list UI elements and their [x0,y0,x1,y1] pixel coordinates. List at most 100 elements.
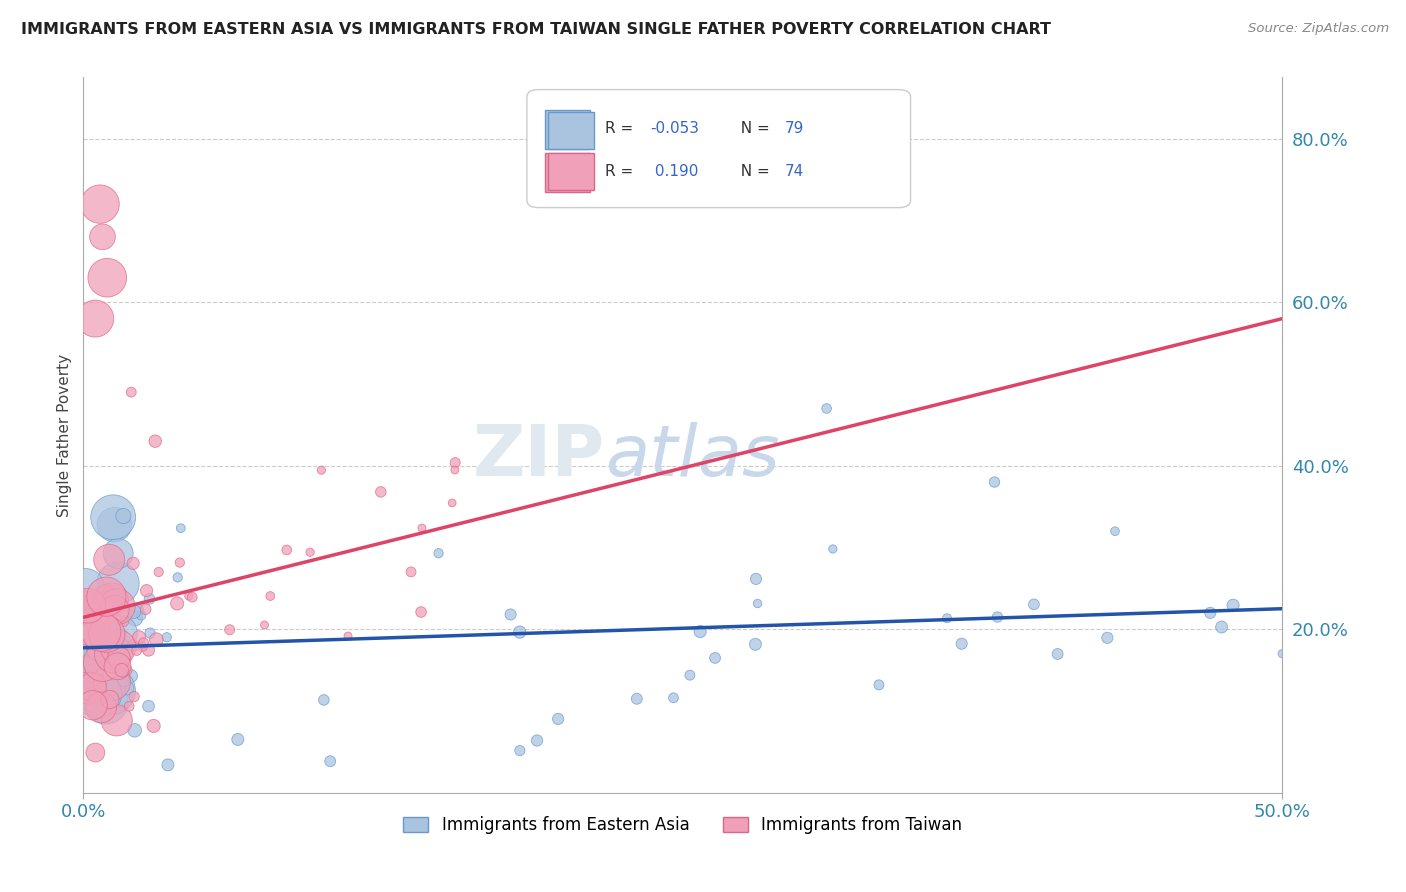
Point [94,695,117,709]
Point [986,610,1008,624]
FancyBboxPatch shape [548,112,595,149]
Point [145,632,167,647]
Point [299,545,322,559]
Point [747,597,769,611]
Point [120,669,142,683]
Point [170,521,193,535]
Point [91,230,114,244]
Point [662,690,685,705]
Point [156,630,179,644]
Point [112,673,135,688]
Point [82,680,104,694]
Point [108,650,131,665]
Text: 0.190: 0.190 [651,163,699,178]
Point [77,616,100,631]
Point [399,565,422,579]
Point [101,639,124,653]
Point [509,625,531,640]
Point [1222,599,1244,613]
Point [84,311,107,326]
Point [91,655,114,669]
Point [93,675,115,690]
Point [744,637,766,651]
Point [107,547,129,561]
Point [1022,598,1045,612]
Point [84,614,107,628]
Point [815,401,838,416]
FancyBboxPatch shape [546,153,591,192]
Point [89,622,111,636]
Point [120,385,142,400]
Point [104,602,127,616]
Point [105,714,128,728]
Point [745,572,768,586]
Point [77,664,100,678]
Point [96,627,118,641]
Point [122,605,145,619]
Point [253,618,276,632]
Point [122,557,145,571]
Point [132,640,155,654]
Point [96,590,118,604]
Point [312,693,335,707]
Point [125,643,148,657]
Point [97,673,120,688]
Point [105,599,128,614]
Point [143,434,166,449]
Point [337,629,360,643]
Y-axis label: Single Father Poverty: Single Father Poverty [58,353,72,516]
Point [139,626,162,640]
Point [104,653,127,667]
Point [526,733,548,747]
Point [83,607,105,622]
Point [679,668,702,682]
Text: R =: R = [605,163,638,178]
Point [96,270,118,285]
Point [166,597,188,611]
Point [77,599,100,613]
Point [138,643,160,657]
Point [108,627,131,641]
Point [122,639,145,653]
Point [90,624,112,639]
Point [181,591,204,605]
Point [90,599,112,613]
Point [124,611,146,625]
Point [124,723,146,738]
Point [509,743,531,757]
Point [80,620,103,634]
Point [115,681,138,695]
Point [148,565,170,579]
Point [101,510,124,524]
Point [156,758,179,772]
Point [108,626,131,640]
Point [75,580,97,594]
Point [704,651,727,665]
Point [441,496,464,510]
Point [1104,524,1126,539]
Point [1046,647,1069,661]
Point [97,615,120,630]
Point [626,691,648,706]
Point [689,624,711,639]
Point [107,640,129,655]
Point [122,690,145,704]
Point [76,665,98,679]
Point [1271,647,1294,661]
Text: IMMIGRANTS FROM EASTERN ASIA VS IMMIGRANTS FROM TAIWAN SINGLE FATHER POVERTY COR: IMMIGRANTS FROM EASTERN ASIA VS IMMIGRAN… [21,22,1052,37]
Point [177,589,200,603]
Point [983,475,1005,489]
Point [79,616,101,631]
Point [82,676,104,690]
Point [427,546,450,560]
Point [89,197,111,211]
Point [411,521,433,535]
Point [1211,620,1233,634]
Point [89,603,111,617]
Text: 79: 79 [785,121,804,136]
Point [114,663,136,677]
Point [83,639,105,653]
Point [218,623,240,637]
Point [75,605,97,619]
Point [93,587,115,601]
